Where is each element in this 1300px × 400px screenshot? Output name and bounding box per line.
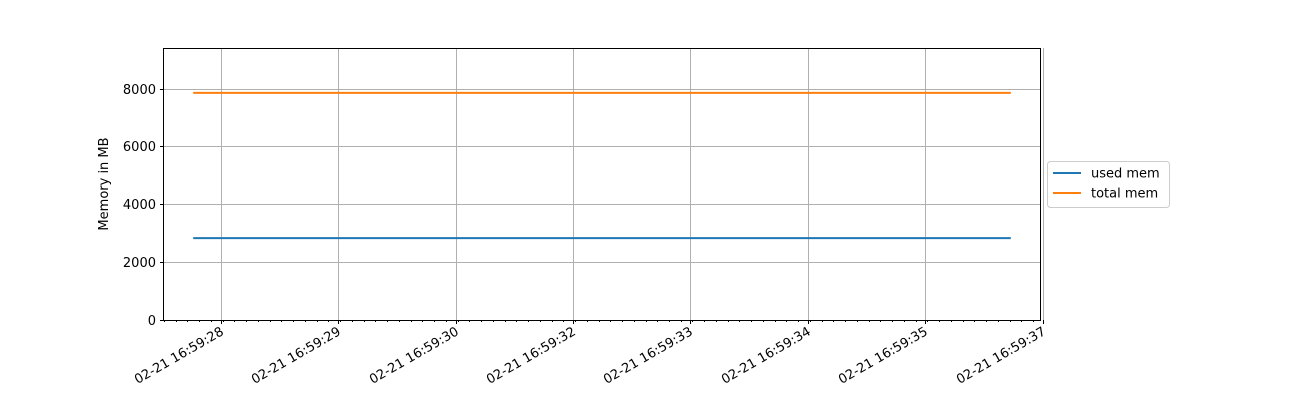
- y-axis-label: Memory in MB: [97, 137, 112, 230]
- x-axis: 02-21 16:59:28 02-21 16:59:29 02-21 16:59:…: [132, 320, 1049, 388]
- x-tick-label: 02-21 16:59:35: [836, 324, 930, 387]
- y-tick-label: 0: [148, 314, 156, 329]
- x-tick-label: 02-21 16:59:32: [484, 324, 578, 387]
- x-tick-label: 02-21 16:59:29: [249, 324, 343, 387]
- x-tick-label: 02-21 16:59:37: [954, 324, 1048, 387]
- y-tick-label: 2000: [123, 256, 156, 271]
- y-tick-label: 4000: [123, 198, 156, 213]
- legend-label: used mem: [1091, 167, 1160, 182]
- plot-frame: [163, 48, 1041, 321]
- series-layer: [193, 91, 1011, 240]
- legend: used mem total mem: [1047, 161, 1170, 208]
- x-tick-label: 02-21 16:59:33: [601, 324, 695, 387]
- x-tick-label: 02-21 16:59:28: [132, 324, 226, 387]
- y-tick-label: 8000: [123, 83, 156, 98]
- x-tick-label: 02-21 16:59:34: [719, 324, 813, 387]
- y-tick-label: 6000: [123, 140, 156, 155]
- grid-layer: [164, 48, 1044, 321]
- legend-label: total mem: [1091, 187, 1158, 202]
- y-axis: 0 2000 4000 6000 8000: [123, 83, 164, 329]
- x-tick-label: 02-21 16:59:30: [367, 324, 461, 387]
